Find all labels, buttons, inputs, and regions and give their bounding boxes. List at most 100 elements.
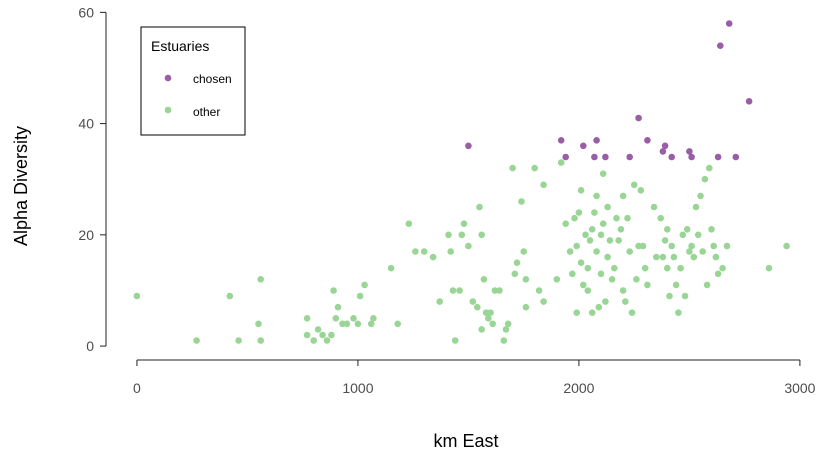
point-other	[319, 331, 326, 339]
point-other	[595, 303, 603, 311]
point-other	[487, 309, 494, 317]
point-other	[314, 326, 322, 333]
point-other	[458, 231, 466, 239]
point-other	[708, 226, 715, 233]
point-other	[588, 309, 596, 317]
point-other	[518, 198, 525, 205]
point-other	[644, 281, 651, 289]
point-other	[606, 237, 614, 244]
y-ticks: 0 20 40 60	[78, 4, 106, 354]
point-other	[436, 298, 444, 305]
point-other	[593, 248, 600, 255]
point-other	[485, 315, 492, 322]
point-other	[540, 181, 547, 189]
point-other	[500, 337, 508, 344]
point-other	[783, 242, 790, 250]
point-chosen	[626, 153, 633, 161]
point-other	[666, 292, 673, 300]
point-other	[765, 264, 773, 272]
point-chosen	[580, 142, 587, 150]
point-other	[420, 248, 428, 255]
point-other	[502, 326, 510, 333]
point-other	[575, 209, 583, 216]
plot-points	[133, 20, 790, 344]
point-other	[405, 220, 413, 227]
legend-label-other: other	[193, 105, 220, 119]
point-other	[650, 203, 658, 211]
point-other	[611, 264, 618, 272]
y-tick-label: 40	[78, 116, 94, 132]
point-other	[588, 226, 596, 233]
point-other	[622, 298, 629, 305]
point-chosen	[732, 153, 740, 161]
point-other	[257, 337, 265, 344]
point-other	[449, 287, 457, 294]
point-other	[356, 292, 364, 300]
y-tick-label: 20	[78, 227, 94, 243]
point-other	[509, 164, 516, 172]
point-other	[235, 337, 242, 344]
point-other	[613, 214, 620, 222]
y-axis-title: Alpha Diversity	[11, 126, 31, 246]
point-other	[476, 203, 483, 211]
point-chosen	[593, 137, 600, 144]
point-chosen	[465, 142, 472, 150]
point-other	[460, 220, 468, 227]
point-other	[469, 298, 477, 305]
point-other	[394, 320, 402, 328]
point-other	[686, 248, 693, 255]
y-tick-label: 60	[78, 4, 94, 20]
point-other	[257, 276, 265, 283]
point-other	[604, 253, 611, 261]
point-other	[474, 303, 481, 311]
point-other	[489, 320, 497, 328]
legend-marker-other	[164, 106, 172, 114]
point-other	[615, 237, 622, 244]
point-other	[323, 337, 331, 344]
point-other	[310, 337, 318, 344]
point-other	[699, 248, 706, 255]
point-other	[630, 181, 638, 189]
point-other	[573, 242, 580, 250]
point-other	[694, 231, 702, 239]
point-other	[367, 320, 375, 328]
point-other	[701, 175, 709, 183]
point-other	[679, 231, 687, 239]
point-other	[664, 226, 671, 233]
point-other	[334, 303, 342, 311]
point-other	[712, 253, 720, 261]
legend-box	[140, 26, 246, 136]
point-other	[566, 248, 574, 255]
point-chosen	[644, 137, 651, 144]
point-other	[710, 242, 717, 250]
point-other	[540, 298, 547, 305]
point-chosen	[725, 20, 733, 27]
point-other	[584, 287, 592, 294]
point-other	[504, 320, 512, 328]
point-other	[513, 259, 521, 267]
point-other	[690, 253, 698, 261]
point-other	[714, 270, 722, 278]
point-chosen	[686, 148, 693, 155]
point-other	[451, 337, 459, 344]
point-other	[602, 298, 609, 305]
point-other	[617, 226, 625, 233]
point-other	[584, 264, 592, 272]
point-other	[303, 331, 311, 339]
legend-marker-chosen	[164, 74, 172, 82]
point-other	[535, 287, 543, 294]
legend-label-chosen: chosen	[193, 72, 232, 86]
point-other	[683, 226, 691, 233]
point-other	[350, 315, 357, 322]
point-other	[445, 231, 452, 239]
x-tick-label: 3000	[784, 380, 815, 396]
point-other	[619, 192, 627, 200]
point-other	[332, 315, 340, 322]
point-other	[226, 292, 234, 300]
axes: 0 20 40 60 0 1000 2000 3000	[78, 4, 815, 396]
point-chosen	[562, 153, 569, 161]
point-other	[697, 192, 704, 200]
point-other	[478, 231, 486, 239]
point-chosen	[688, 153, 695, 161]
